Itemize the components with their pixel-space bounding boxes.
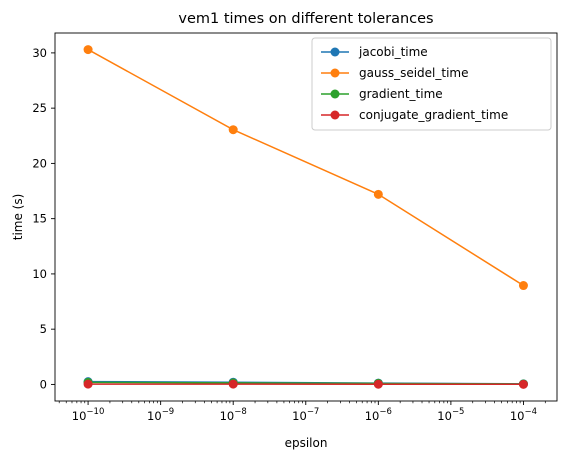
data-point xyxy=(229,125,238,134)
legend-label: gauss_seidel_time xyxy=(359,66,469,80)
legend-label: gradient_time xyxy=(359,87,443,101)
legend-marker xyxy=(331,111,340,120)
y-tick-label: 25 xyxy=(32,101,47,115)
series-gradient_time xyxy=(84,378,528,389)
x-tick-label: 10−10 xyxy=(72,407,105,423)
y-axis-label: time (s) xyxy=(11,194,25,241)
x-tick-label: 10−4 xyxy=(510,407,537,423)
x-tick-label: 10−6 xyxy=(365,407,392,423)
x-tick-label: 10−5 xyxy=(437,407,464,423)
y-tick-label: 30 xyxy=(32,46,47,60)
data-point xyxy=(519,380,528,389)
legend-marker xyxy=(331,90,340,99)
y-tick-label: 20 xyxy=(32,156,47,170)
data-point xyxy=(374,190,383,199)
data-point xyxy=(374,380,383,389)
data-point xyxy=(84,380,93,389)
data-point xyxy=(84,45,93,54)
x-tick-label: 10−9 xyxy=(147,407,174,423)
y-tick-label: 10 xyxy=(32,267,47,281)
chart-title: vem1 times on different tolerances xyxy=(178,11,433,27)
legend-marker xyxy=(331,69,340,78)
legend-marker xyxy=(331,48,340,57)
x-tick-label: 10−7 xyxy=(292,407,319,423)
legend: jacobi_time gauss_seidel_time gradient_tim… xyxy=(312,38,551,130)
legend-label: conjugate_gradient_time xyxy=(359,108,508,122)
y-axis-ticks: 0 5 10 15 20 25 30 xyxy=(32,46,55,392)
x-axis-label: epsilon xyxy=(285,436,328,450)
data-point xyxy=(519,281,528,290)
x-axis-ticks: 10−10 10−9 10−8 10−7 10−6 10−5 10−4 xyxy=(72,401,537,423)
legend-label: jacobi_time xyxy=(358,45,428,59)
data-point xyxy=(229,380,238,389)
y-tick-label: 5 xyxy=(40,322,47,336)
y-tick-label: 15 xyxy=(32,212,47,226)
x-tick-label: 10−8 xyxy=(220,407,247,423)
series-conjugate_gradient_time xyxy=(84,380,528,389)
y-tick-label: 0 xyxy=(40,377,47,391)
